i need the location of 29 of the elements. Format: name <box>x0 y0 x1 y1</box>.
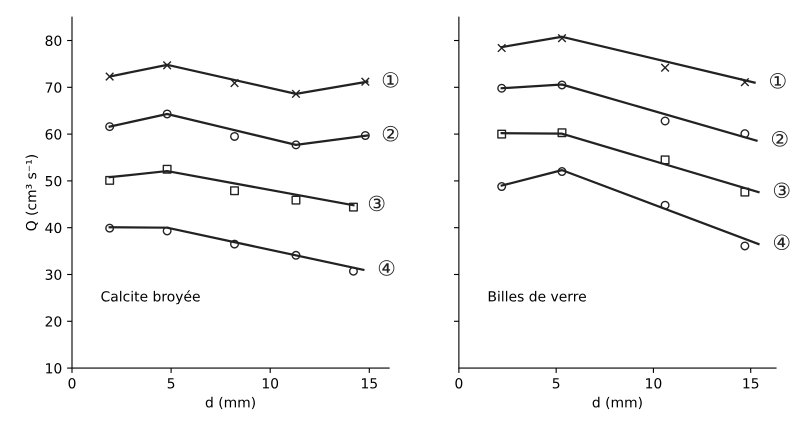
series-label: ④ <box>774 234 790 250</box>
y-tick-label: 50 <box>46 176 62 186</box>
series-label: ② <box>772 131 788 147</box>
y-tick-label: 20 <box>46 316 62 327</box>
series-label: ③ <box>774 182 790 198</box>
y-axis-title: Q (cm³ s⁻¹) <box>26 155 38 231</box>
y-tick-label: 70 <box>46 82 62 93</box>
x-tick-label: 10 <box>646 378 662 389</box>
x-tick-label: 15 <box>362 378 377 389</box>
series-label: ② <box>382 126 398 142</box>
x-axis-title: d (mm) <box>592 396 642 410</box>
y-tick-label: 60 <box>46 129 62 140</box>
x-axis-title: d (mm) <box>206 396 255 410</box>
x-tick-label: 5 <box>552 378 560 389</box>
x-tick-label: 5 <box>168 378 174 389</box>
annotation: Calcite broyée <box>101 290 200 304</box>
y-tick-label: 10 <box>46 363 62 374</box>
series-label: ① <box>382 72 398 88</box>
series-label: ③ <box>368 196 384 212</box>
y-tick-label: 30 <box>46 269 62 280</box>
series-label: ① <box>770 73 786 89</box>
x-tick-label: 0 <box>68 378 76 389</box>
x-tick-label: 0 <box>455 378 462 389</box>
x-tick-label: 10 <box>262 378 278 389</box>
series-label: ④ <box>378 260 394 276</box>
y-tick-label: 40 <box>45 222 62 234</box>
y-tick-label: 80 <box>46 35 62 46</box>
x-tick-label: 15 <box>743 378 758 389</box>
annotation: Billes de verre <box>488 290 586 302</box>
